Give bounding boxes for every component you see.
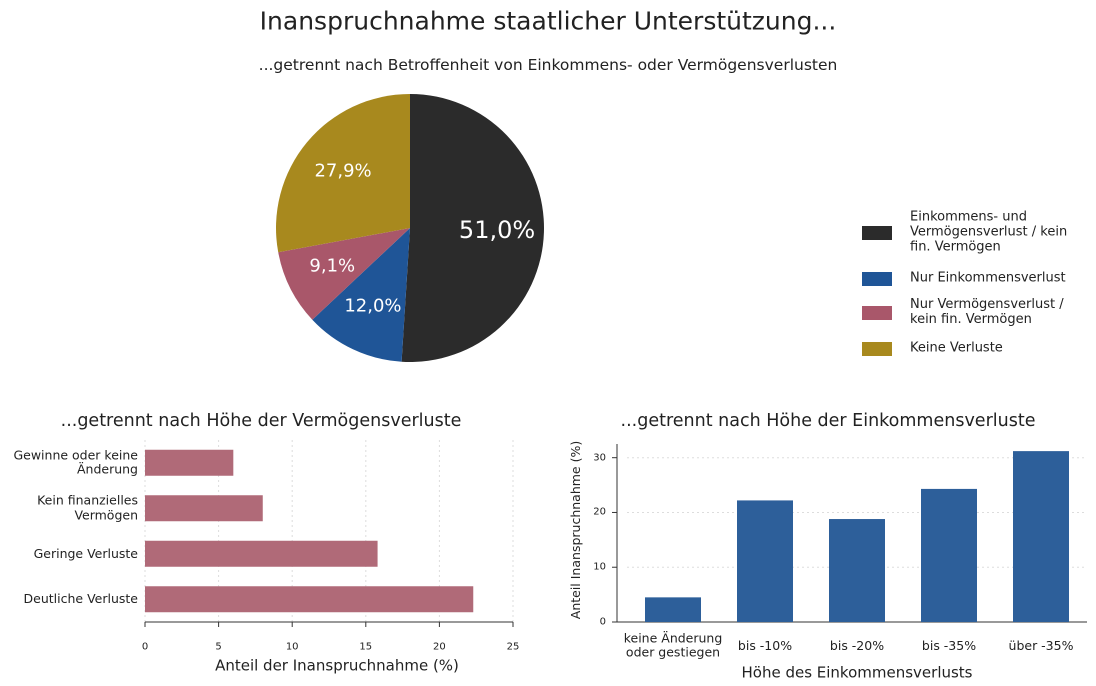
- bar: [645, 597, 701, 622]
- bar: [145, 449, 234, 476]
- bar: [145, 495, 263, 522]
- chart-subtitle: ...getrennt nach Betroffenheit von Einko…: [258, 56, 838, 75]
- pie-slice: [401, 94, 544, 362]
- pie-slice: [276, 94, 410, 253]
- legend-label: Keine Verluste: [910, 340, 1003, 356]
- x-axis-label: Höhe des Einkommensverlusts: [741, 663, 973, 682]
- y-tick-label: 30: [593, 451, 606, 463]
- y-axis-label: Anteil Inanspruchnahme (%): [567, 440, 583, 620]
- legend-swatch: [862, 342, 892, 356]
- y-tick-label: 20: [593, 506, 606, 518]
- x-tick-label: keine Änderung oder gestiegen: [623, 630, 723, 660]
- pie-slice: [312, 228, 410, 362]
- legend-swatch: [862, 272, 892, 286]
- slice-label: 27,9%: [314, 160, 372, 182]
- bar: [145, 586, 474, 613]
- x-tick-label: 25: [506, 641, 520, 653]
- legend-swatch: [862, 306, 892, 320]
- slice-label: 51,0%: [458, 215, 536, 244]
- y-tick-label: Geringe Verluste: [33, 545, 138, 561]
- pie-slice: [278, 228, 410, 320]
- x-tick-label: über -35%: [1008, 637, 1074, 653]
- x-tick-label: 20: [433, 641, 446, 653]
- chart-title: ...getrennt nach Höhe der Einkommensverl…: [620, 410, 1036, 431]
- page-title: Inanspruchnahme staatlicher Unterstützun…: [259, 6, 837, 36]
- x-tick-label: bis -10%: [737, 637, 793, 653]
- bar: [1013, 451, 1069, 622]
- y-tick-label: Kein finanzielles Vermögen: [37, 492, 138, 523]
- legend-label: Nur Einkommensverlust: [910, 270, 1066, 286]
- y-tick-label: 0: [599, 616, 606, 628]
- chart-title: ...getrennt nach Höhe der Vermögensverlu…: [60, 410, 462, 431]
- slice-label: 12,0%: [344, 295, 402, 317]
- legend-label: Nur Vermögensverlust / kein fin. Vermöge…: [910, 297, 1064, 327]
- x-tick-label: 10: [285, 641, 299, 653]
- legend-swatch: [862, 226, 892, 240]
- slice-label: 9,1%: [309, 255, 356, 277]
- x-axis-label: Anteil der Inanspruchnahme (%): [215, 656, 459, 675]
- x-tick-label: 15: [359, 641, 373, 653]
- y-tick-label: Gewinne oder keine Änderung: [13, 447, 138, 477]
- bar: [829, 519, 885, 622]
- bar: [145, 540, 378, 567]
- bar: [737, 500, 793, 622]
- legend-label: Einkommens- und Vermögensverlust / kein …: [910, 209, 1068, 255]
- x-tick-label: bis -20%: [829, 637, 885, 653]
- x-tick-label: bis -35%: [921, 637, 977, 653]
- y-tick-label: 10: [593, 561, 606, 573]
- bar: [921, 488, 977, 622]
- y-tick-label: Deutliche Verluste: [23, 591, 138, 607]
- x-tick-label: 0: [141, 641, 149, 653]
- x-tick-label: 5: [215, 641, 222, 653]
